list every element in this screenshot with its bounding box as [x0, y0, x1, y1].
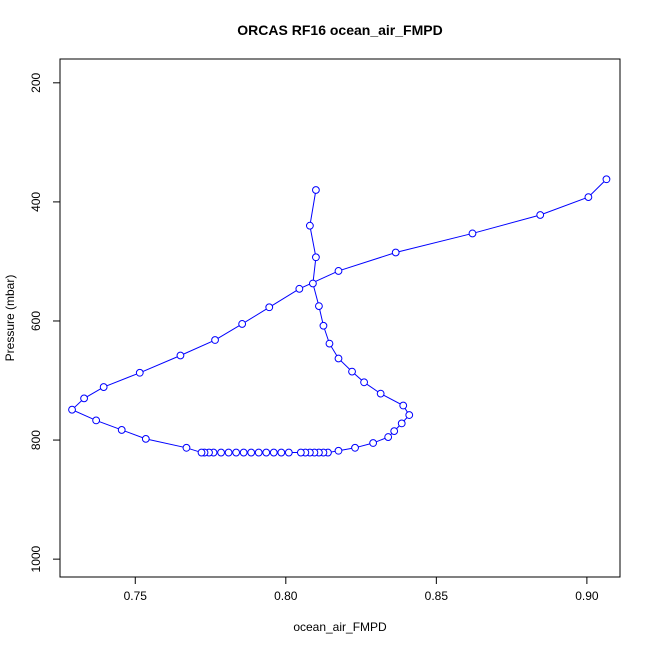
data-point [397, 419, 406, 428]
data-point [319, 321, 328, 330]
data-point [247, 448, 256, 457]
y-axis-label: Pressure (mbar) [3, 275, 17, 362]
data-point [277, 448, 286, 457]
data-point [384, 433, 393, 441]
data-point [176, 351, 185, 360]
data-point [315, 302, 323, 310]
data-point [305, 221, 314, 230]
x-tick-label: 0.90 [575, 589, 599, 603]
data-point [312, 253, 320, 262]
data-point [284, 448, 293, 457]
data-point [224, 448, 233, 457]
data-point [360, 378, 368, 387]
x-tick-label: 0.80 [274, 589, 298, 603]
data-point [211, 336, 219, 344]
y-tick-label: 200 [29, 72, 43, 92]
data-point [92, 416, 101, 425]
data-point [334, 446, 343, 455]
data-point [117, 426, 126, 434]
data-point [334, 267, 343, 275]
y-tick-label: 600 [29, 311, 43, 331]
data-point [182, 443, 191, 452]
data-point [399, 401, 408, 410]
y-tick-label: 800 [29, 430, 43, 450]
data-point [376, 389, 385, 398]
data-point [232, 448, 241, 457]
data-point [99, 383, 108, 391]
data-point [217, 448, 225, 457]
data-point [262, 448, 271, 457]
data-point [351, 443, 359, 452]
data-point [348, 367, 356, 376]
x-axis: 0.75 0.80 0.85 0.90 [124, 576, 599, 603]
x-tick-label: 0.85 [425, 589, 449, 603]
y-axis: 200 400 600 800 1000 [29, 72, 61, 572]
x-tick-label: 0.75 [124, 589, 148, 603]
series-line [71, 178, 607, 454]
data-point [135, 368, 144, 377]
data-point [391, 248, 400, 257]
data-point [295, 284, 304, 293]
data-point [309, 279, 317, 288]
data-point [405, 411, 414, 419]
y-tick-label: 400 [29, 192, 43, 212]
plot-frame [59, 58, 621, 578]
data-point [254, 448, 263, 457]
data-point [269, 448, 278, 457]
data-point [536, 211, 545, 219]
data-point [141, 434, 150, 443]
data-point [334, 354, 343, 363]
chart-title: ORCAS RF16 ocean_air_FMPD [237, 22, 442, 38]
data-point [296, 448, 305, 457]
data-point [602, 175, 611, 184]
data-point [390, 427, 399, 436]
x-axis-label: ocean_air_FMPD [293, 620, 387, 634]
data-point [369, 439, 378, 447]
data-point [312, 186, 320, 194]
data-point [80, 394, 88, 403]
data-point [238, 320, 247, 328]
y-tick-label: 1000 [29, 545, 43, 572]
data-point [265, 303, 274, 312]
data-point [325, 339, 334, 348]
data-point [197, 448, 206, 457]
data-point [68, 405, 76, 414]
data-point [239, 448, 248, 457]
series-markers [68, 175, 611, 457]
data-point [584, 193, 593, 202]
data-point [468, 229, 477, 238]
